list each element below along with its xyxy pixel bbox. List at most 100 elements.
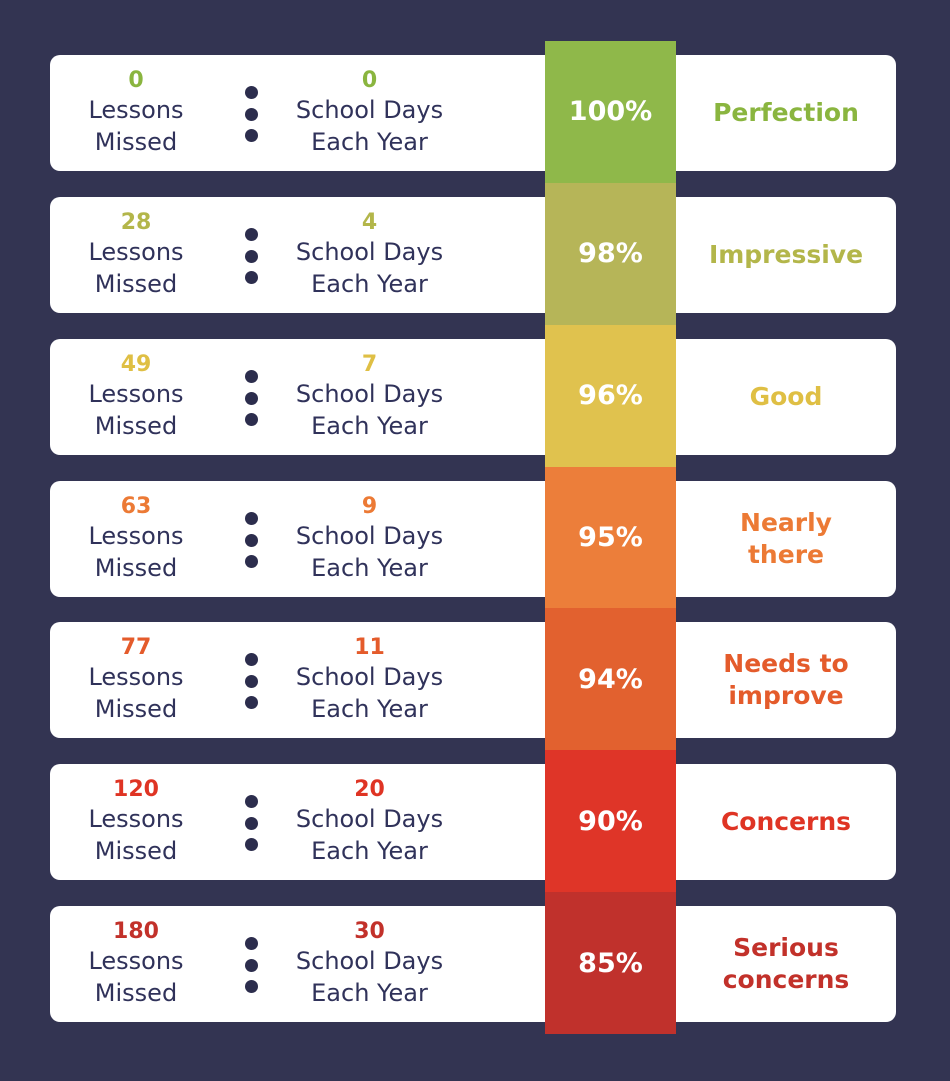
percentage-segment: 90% [545,750,676,893]
school-days-label: School Days [295,805,444,833]
rating-line: improve [728,681,844,710]
ratio-separator-icon [244,512,258,568]
ratio-separator-icon [244,86,258,142]
lessons-missed-cell: 49 Lessons Missed [50,339,222,455]
attendance-row: 63 Lessons Missed 9 School Days Each Year Near… [50,481,896,597]
lessons-missed-label: Missed [94,837,178,865]
dot-icon [244,249,258,263]
ratio-separator-icon [244,795,258,851]
school-days-cell: 30 School Days Each Year [282,906,457,1022]
ratio-separator-icon [244,370,258,426]
rating-line: Good [749,382,823,411]
school-days-value: 11 [354,635,385,660]
school-days-value: 7 [361,352,378,377]
lessons-missed-label: Lessons [88,96,184,124]
dot-icon [244,795,258,808]
school-days-label: Each Year [311,554,428,582]
lessons-missed-label: Missed [94,412,178,440]
rating-line: Needs to [723,649,849,678]
lessons-missed-label: Missed [94,270,178,298]
lessons-missed-label: Lessons [88,947,184,975]
dot-icon [244,370,258,383]
attendance-rating: Serious concerns [676,906,896,1022]
dot-icon [244,512,258,525]
dot-icon [244,838,258,851]
school-days-label: Each Year [311,695,428,723]
school-days-label: School Days [295,522,444,550]
school-days-label: School Days [295,96,444,124]
dot-icon [244,653,258,666]
ratio-separator-icon [244,937,258,993]
attendance-row: 49 Lessons Missed 7 School Days Each Year Good [50,339,896,455]
lessons-missed-label: Lessons [88,522,184,550]
lessons-missed-value: 77 [120,635,152,660]
rating-line: Nearly [740,508,832,537]
dot-icon [244,107,258,121]
dot-icon [244,413,258,426]
percentage-segment: 96% [545,324,676,467]
dot-icon [244,958,258,972]
attendance-rating: Needs to improve [676,622,896,738]
school-days-cell: 7 School Days Each Year [282,339,457,455]
school-days-label: Each Year [311,128,428,156]
school-days-label: Each Year [311,979,428,1007]
rating-line: there [747,540,824,569]
lessons-missed-cell: 28 Lessons Missed [50,197,222,313]
lessons-missed-value: 120 [113,777,159,802]
school-days-cell: 11 School Days Each Year [282,622,457,738]
lessons-missed-cell: 63 Lessons Missed [50,481,222,597]
percentage-segment: 98% [545,182,676,325]
lessons-missed-cell: 180 Lessons Missed [50,906,222,1022]
dot-icon [244,555,258,568]
school-days-label: Each Year [311,412,428,440]
dot-icon [244,696,258,709]
lessons-missed-label: Missed [94,979,178,1007]
lessons-missed-label: Lessons [88,238,184,266]
lessons-missed-label: Lessons [88,380,184,408]
attendance-rating: Good [676,339,896,455]
attendance-rating: Concerns [676,764,896,880]
dot-icon [244,980,258,993]
lessons-missed-value: 180 [113,919,159,944]
lessons-missed-label: Missed [94,695,178,723]
percentage-segment: 85% [545,892,676,1035]
school-days-label: School Days [295,238,444,266]
dot-icon [244,533,258,547]
dot-icon [244,86,258,99]
school-days-value: 30 [354,919,385,944]
school-days-cell: 0 School Days Each Year [282,55,457,171]
attendance-row: 0 Lessons Missed 0 School Days Each Year Perfe… [50,55,896,171]
lessons-missed-value: 28 [120,210,152,235]
lessons-missed-value: 63 [120,494,152,519]
dot-icon [244,391,258,405]
lessons-missed-label: Missed [94,128,178,156]
attendance-rating: Impressive [676,197,896,313]
attendance-rating: Nearly there [676,481,896,597]
rating-line: Serious [733,933,839,962]
school-days-label: School Days [295,663,444,691]
school-days-value: 4 [361,210,378,235]
attendance-row: 180 Lessons Missed 30 School Days Each Year Se… [50,906,896,1022]
attendance-percentage-bar: 100% 98% 96% 95% 94% 90% 85% [545,41,676,1035]
lessons-missed-cell: 0 Lessons Missed [50,55,222,171]
dot-icon [244,937,258,950]
school-days-label: Each Year [311,270,428,298]
school-days-value: 0 [361,68,378,93]
school-days-label: School Days [295,947,444,975]
lessons-missed-value: 0 [128,68,144,93]
attendance-row: 28 Lessons Missed 4 School Days Each Year Impr… [50,197,896,313]
dot-icon [244,271,258,284]
school-days-label: Each Year [311,837,428,865]
lessons-missed-value: 49 [120,352,152,377]
percentage-segment: 95% [545,466,676,609]
lessons-missed-cell: 120 Lessons Missed [50,764,222,880]
rating-line: Perfection [713,98,859,127]
dot-icon [244,674,258,688]
attendance-rating: Perfection [676,55,896,171]
rating-line: Concerns [720,807,852,836]
attendance-row: 77 Lessons Missed 11 School Days Each Year Nee… [50,622,896,738]
school-days-value: 20 [354,777,385,802]
rating-line: Impressive [708,240,864,269]
ratio-separator-icon [244,228,258,284]
rating-line: concerns [722,965,850,994]
